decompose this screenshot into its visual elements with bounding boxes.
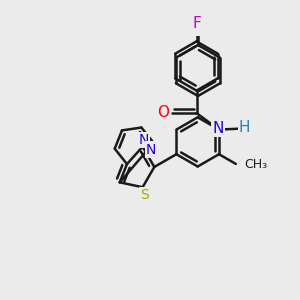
Text: H: H [239, 120, 250, 135]
Text: N: N [139, 133, 149, 147]
Text: O: O [158, 105, 169, 120]
Text: S: S [140, 188, 148, 202]
Text: F: F [194, 20, 202, 35]
Text: N: N [212, 121, 224, 136]
Text: N: N [146, 142, 156, 157]
Text: F: F [192, 16, 201, 32]
Text: CH₃: CH₃ [244, 158, 267, 171]
